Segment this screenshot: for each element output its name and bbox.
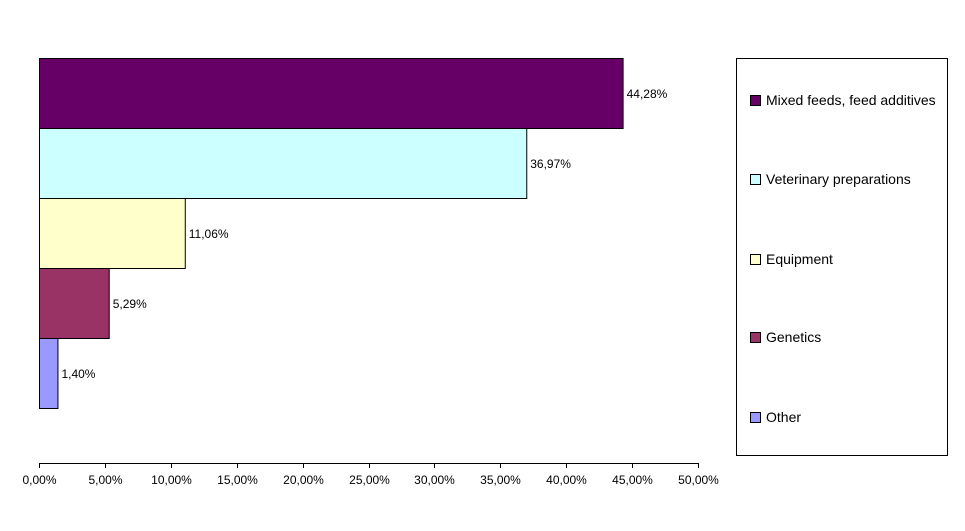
data-label: 36,97% [530,157,571,171]
x-tick-label: 20,00% [283,473,324,487]
x-tick-label: 40,00% [546,473,587,487]
bar [39,338,59,409]
x-tick-label: 35,00% [480,473,521,487]
legend: Mixed feeds, feed additives Veterinary p… [736,58,948,456]
legend-swatch [750,411,761,423]
x-tick-label: 30,00% [414,473,455,487]
data-label: 44,28% [627,87,668,101]
legend-swatch [750,94,761,106]
legend-item: Genetics [750,329,821,345]
x-tick-label: 50,00% [678,473,719,487]
legend-label: Mixed feeds, feed additives [766,92,936,108]
legend-label: Equipment [766,251,833,267]
legend-swatch [750,331,761,343]
x-tick-label: 5,00% [88,473,122,487]
legend-item: Mixed feeds, feed additives [750,92,936,108]
legend-item: Veterinary preparations [750,171,911,187]
bar [39,198,186,269]
legend-label: Veterinary preparations [766,171,911,187]
legend-label: Genetics [766,329,822,345]
bar [39,128,528,199]
x-axis-ticks [39,463,699,468]
x-tick-label: 0,00% [22,473,56,487]
bar [39,58,624,129]
legend-item: Other [750,409,801,425]
x-tick-label: 25,00% [349,473,390,487]
data-label: 1,40% [61,367,95,381]
data-label: 11,06% [189,227,229,241]
bars-group [39,58,624,409]
bar [39,268,110,339]
data-label: 5,29% [113,297,147,311]
legend-item: Equipment [750,251,833,267]
x-tick-label: 10,00% [151,473,192,487]
legend-label: Other [766,409,802,425]
data-labels-group: 44,28% 36,97% 11,06% 5,29% 1,40% [61,87,667,381]
legend-swatch [750,253,761,265]
x-axis-tick-labels: 0,00% 5,00% 10,00% 15,00% 20,00% 25,00% 30,00%… [22,473,719,487]
x-tick-label: 15,00% [217,473,258,487]
x-tick-label: 45,00% [612,473,653,487]
legend-swatch [750,173,761,185]
